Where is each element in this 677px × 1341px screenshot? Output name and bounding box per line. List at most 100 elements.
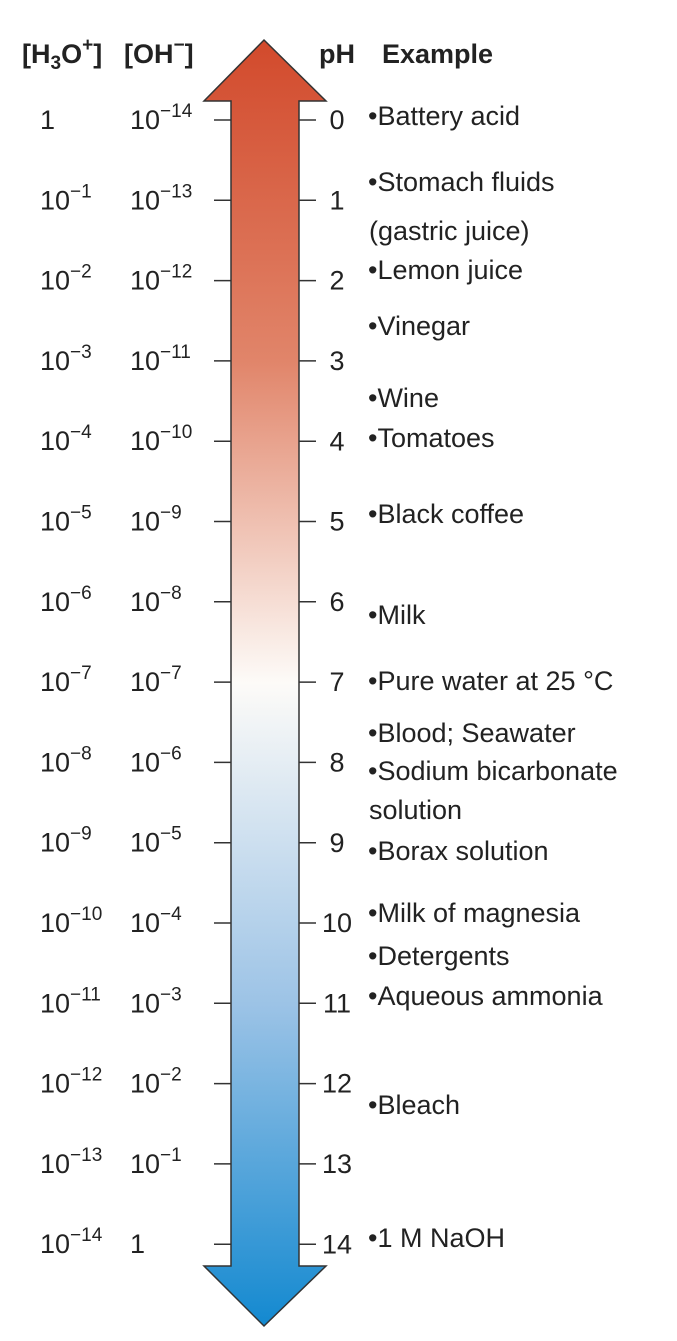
h3o-label: 1 [40, 105, 55, 135]
exponent: −1 [160, 1145, 182, 1166]
base: 10 [130, 266, 160, 296]
example: (gastric juice) [369, 216, 530, 246]
h3o-label: 10−8 [40, 743, 92, 777]
example: •Wine [368, 383, 439, 413]
sup: − [174, 35, 185, 56]
exponent: −10 [70, 904, 102, 925]
example: •Sodium bicarbonate [368, 756, 618, 786]
example: •Bleach [368, 1090, 460, 1120]
base: 10 [40, 426, 70, 456]
oh-label: 10−6 [130, 743, 182, 777]
ph-label: 13 [322, 1149, 352, 1179]
exponent: −2 [70, 262, 92, 283]
ph-label: 14 [322, 1229, 352, 1259]
mid: O [61, 39, 82, 69]
exponent: −3 [70, 342, 92, 363]
exponent: −5 [70, 503, 92, 524]
base: 10 [40, 507, 70, 537]
h3o-label: 10−14 [40, 1225, 103, 1259]
base: 10 [40, 988, 70, 1018]
pre: [H [22, 39, 51, 69]
exponent: −7 [70, 663, 92, 684]
base: 10 [130, 748, 160, 778]
exponent: −3 [160, 984, 182, 1005]
oh-label: 10−12 [130, 262, 192, 296]
oh-header: [OH−] [124, 35, 194, 69]
exponent: −4 [160, 904, 182, 925]
base: 10 [130, 988, 160, 1018]
base: 10 [130, 667, 160, 697]
base: 10 [130, 507, 160, 537]
ph-label: 8 [329, 748, 344, 778]
base: 10 [130, 426, 160, 456]
ph-label: 5 [329, 507, 344, 537]
base: 10 [40, 346, 70, 376]
oh-label: 10−4 [130, 904, 182, 938]
ph-label: 0 [329, 105, 344, 135]
oh-label: 10−10 [130, 422, 192, 456]
example: •Tomatoes [368, 423, 495, 453]
example: •1 M NaOH [368, 1223, 505, 1253]
oh-label: 10−3 [130, 984, 182, 1018]
exponent: −8 [160, 583, 182, 604]
base: 10 [130, 1069, 160, 1099]
ph-label: 6 [329, 587, 344, 617]
example: •Aqueous ammonia [368, 981, 604, 1011]
example: •Milk [368, 600, 426, 630]
base: 10 [40, 1229, 70, 1259]
post: ] [185, 39, 194, 69]
base: 10 [130, 908, 160, 938]
h3o-label: 10−2 [40, 262, 92, 296]
example: •Pure water at 25 °C [368, 666, 613, 696]
h3o-label: 10−4 [40, 422, 92, 456]
exponent: −14 [160, 101, 193, 122]
base: 10 [40, 185, 70, 215]
example-header: Example [382, 39, 493, 69]
base: 10 [40, 1069, 70, 1099]
oh-label: 1 [130, 1229, 145, 1259]
ph-label: 9 [329, 828, 344, 858]
base: 10 [130, 346, 160, 376]
oh-label: 10−7 [130, 663, 182, 697]
exponent: −10 [160, 422, 192, 443]
exponent: −13 [70, 1145, 102, 1166]
h3o-label: 10−10 [40, 904, 102, 938]
oh-label: 10−8 [130, 583, 182, 617]
pre: [OH [124, 39, 174, 69]
h3o-label: 10−11 [40, 984, 101, 1018]
exponent: −12 [70, 1065, 102, 1086]
sup: + [82, 35, 93, 56]
ph-label: 2 [329, 266, 344, 296]
ph-label: 1 [329, 185, 344, 215]
exponent: −1 [70, 181, 92, 202]
oh-label: 10−13 [130, 181, 192, 215]
base: 10 [130, 1149, 160, 1179]
sub: 3 [51, 53, 62, 74]
ph-label: 7 [329, 667, 344, 697]
oh-label: 10−9 [130, 503, 182, 537]
post: ] [93, 39, 102, 69]
base: 10 [40, 748, 70, 778]
h3o-label: 10−6 [40, 583, 92, 617]
h3o-label: 10−1 [40, 181, 92, 215]
oh-label: 10−1 [130, 1145, 182, 1179]
base: 10 [40, 587, 70, 617]
exponent: −9 [160, 503, 182, 524]
ph-label: 11 [323, 988, 351, 1018]
exponent: −11 [70, 984, 101, 1005]
h3o-label: 10−5 [40, 503, 92, 537]
exponent: −8 [70, 743, 92, 764]
example: •Detergents [368, 941, 510, 971]
example: •Milk of magnesia [368, 898, 581, 928]
example: solution [369, 795, 462, 825]
ph-label: 12 [322, 1069, 352, 1099]
exponent: −2 [160, 1065, 182, 1086]
base: 10 [130, 587, 160, 617]
ph-arrow [202, 38, 328, 1328]
h3o-header: [H3O+] [22, 35, 102, 74]
example: •Borax solution [368, 836, 549, 866]
exponent: −5 [160, 824, 182, 845]
exponent: −9 [70, 824, 92, 845]
exponent: −4 [70, 422, 92, 443]
